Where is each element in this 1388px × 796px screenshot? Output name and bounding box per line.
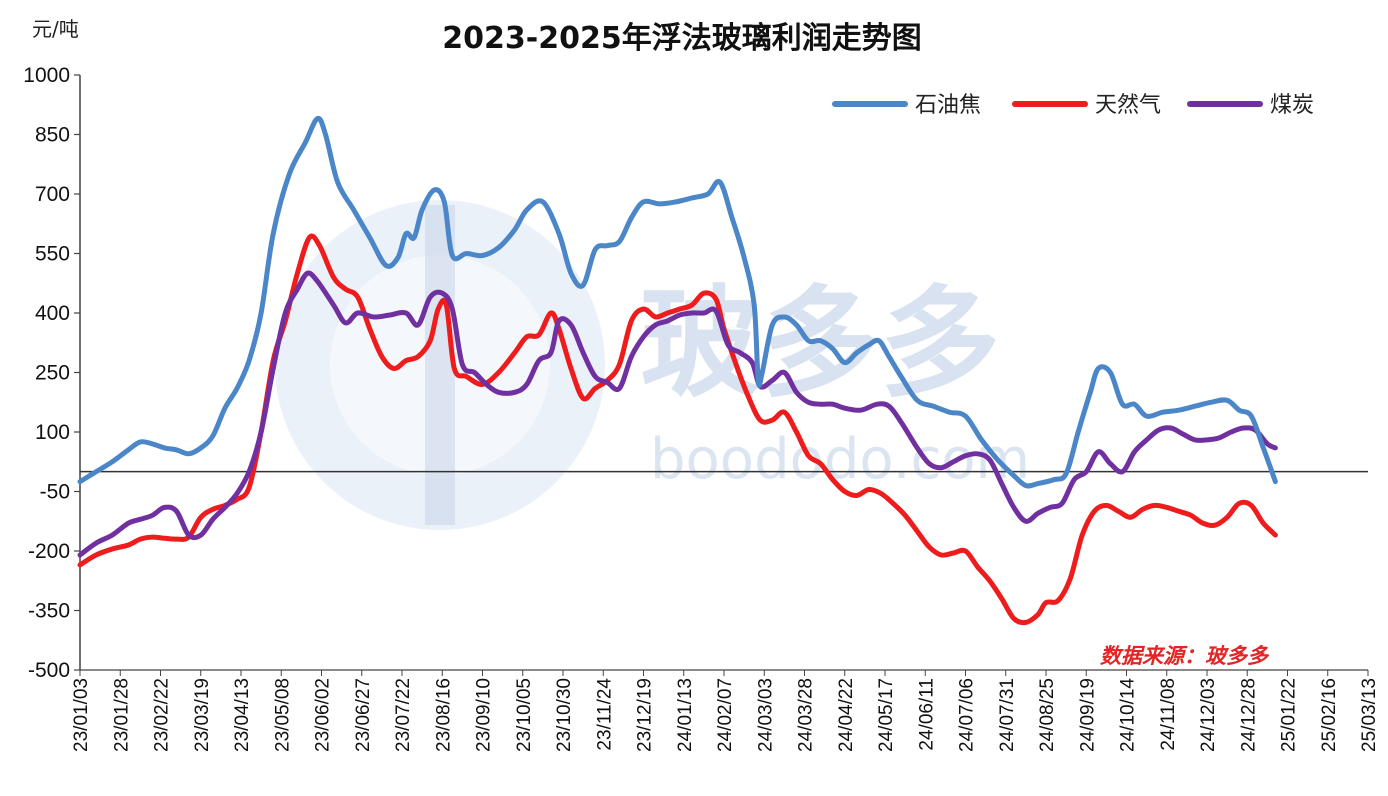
watermark-brand: 玻多多 <box>640 273 1000 414</box>
y-tick-label: 250 <box>35 362 70 385</box>
series-lines <box>77 115 1278 626</box>
x-tick-label: 24/08/25 <box>1037 678 1058 752</box>
y-tick-label: -200 <box>28 540 70 563</box>
x-tick-label: 23/06/27 <box>353 678 374 752</box>
x-tick-label: 24/12/03 <box>1198 678 1219 752</box>
y-tick-label: 1000 <box>23 64 70 87</box>
x-tick-label: 24/07/31 <box>997 678 1018 752</box>
x-tick-label: 24/03/28 <box>796 678 817 752</box>
y-tick-labels: -500 -350 -200 -50 100 250 400 550 700 850 1000 <box>23 64 70 682</box>
chart-title: 2023-2025年浮法玻璃利润走势图 <box>442 21 921 56</box>
x-tick-label: 24/12/28 <box>1238 678 1259 752</box>
x-tick-label: 23/11/24 <box>594 678 615 751</box>
y-tick-label: 550 <box>35 243 70 266</box>
y-tick-label: 100 <box>35 421 70 444</box>
y-tick-label: -50 <box>40 481 70 504</box>
source-note: 数据来源：玻多多 <box>1100 643 1270 668</box>
y-unit-label: 元/吨 <box>32 17 79 41</box>
x-tick-label: 23/12/19 <box>635 678 656 752</box>
series-line-3 <box>77 270 1278 558</box>
legend-label-1: 石油焦 <box>915 93 981 118</box>
x-tick-label: 24/10/14 <box>1118 678 1139 752</box>
legend-label-2: 天然气 <box>1095 93 1161 118</box>
x-tick-label: 23/10/05 <box>514 678 535 752</box>
x-tick-label: 25/03/13 <box>1359 678 1380 752</box>
x-tick-label: 24/05/17 <box>876 678 897 752</box>
x-tick-label: 23/09/10 <box>474 678 495 752</box>
x-tick-label: 24/07/06 <box>957 678 978 752</box>
x-tick-label: 23/01/28 <box>111 678 132 752</box>
x-tick-label: 24/01/13 <box>675 678 696 752</box>
x-tick-label: 23/03/19 <box>192 678 213 752</box>
x-tick-labels: 23/01/03 23/01/28 23/02/22 23/03/19 23/04/13… <box>71 678 1380 752</box>
x-tick-label: 24/11/08 <box>1158 678 1179 751</box>
x-tick-label: 23/06/02 <box>313 678 334 752</box>
x-tick-label: 24/02/07 <box>715 678 736 752</box>
x-tick-label: 24/09/19 <box>1077 678 1098 752</box>
x-tick-label: 23/08/16 <box>433 678 454 752</box>
x-tick-label: 25/02/16 <box>1319 678 1340 752</box>
y-tick-label: 850 <box>35 124 70 147</box>
x-tick-label: 23/04/13 <box>232 678 253 752</box>
x-tick-label: 23/02/22 <box>152 678 173 752</box>
x-tick-label: 24/04/22 <box>836 678 857 752</box>
x-tick-label: 23/10/30 <box>554 678 575 752</box>
x-tick-label: 23/01/03 <box>71 678 92 752</box>
y-tick-label: -350 <box>28 600 70 623</box>
series-line-1 <box>77 115 1278 489</box>
y-tick-label: 400 <box>35 302 70 325</box>
y-tick-label: -500 <box>28 659 70 682</box>
x-tick-label: 24/06/11 <box>916 678 937 751</box>
y-tick-label: 700 <box>35 183 70 206</box>
x-tick-label: 25/01/22 <box>1279 678 1300 752</box>
legend-label-3: 煤炭 <box>1270 93 1314 118</box>
legend: 石油焦 天然气 煤炭 <box>832 93 1314 118</box>
x-tick-label: 24/03/03 <box>755 678 776 752</box>
x-tick-label: 23/05/08 <box>272 678 293 752</box>
x-tick-label: 23/07/22 <box>393 678 414 752</box>
axes <box>74 74 1369 676</box>
watermark-url: boododo.com <box>650 427 1030 492</box>
